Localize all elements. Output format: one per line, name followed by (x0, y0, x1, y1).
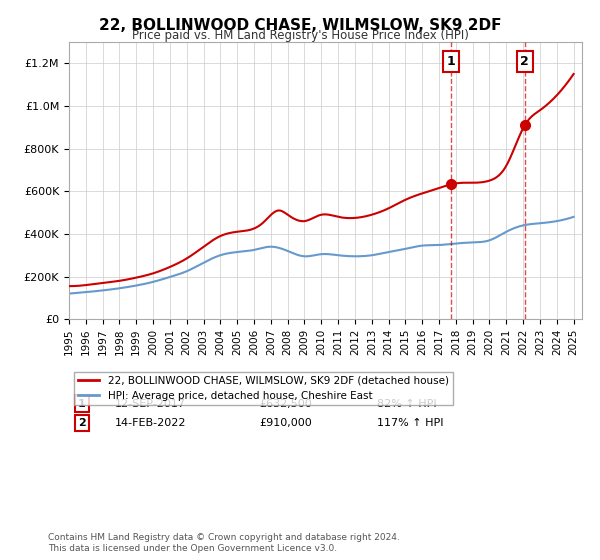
Legend: 22, BOLLINWOOD CHASE, WILMSLOW, SK9 2DF (detached house), HPI: Average price, de: 22, BOLLINWOOD CHASE, WILMSLOW, SK9 2DF … (74, 371, 453, 405)
Text: 117% ↑ HPI: 117% ↑ HPI (377, 418, 443, 428)
Text: 82% ↑ HPI: 82% ↑ HPI (377, 399, 436, 409)
Text: Price paid vs. HM Land Registry's House Price Index (HPI): Price paid vs. HM Land Registry's House … (131, 29, 469, 42)
Text: 1: 1 (78, 399, 86, 409)
Text: 12-SEP-2017: 12-SEP-2017 (115, 399, 186, 409)
Text: 14-FEB-2022: 14-FEB-2022 (115, 418, 187, 428)
Text: 2: 2 (520, 55, 529, 68)
Text: £632,500: £632,500 (259, 399, 311, 409)
Text: Contains HM Land Registry data © Crown copyright and database right 2024.
This d: Contains HM Land Registry data © Crown c… (48, 533, 400, 553)
Text: £910,000: £910,000 (259, 418, 311, 428)
Text: 1: 1 (446, 55, 455, 68)
Text: 22, BOLLINWOOD CHASE, WILMSLOW, SK9 2DF: 22, BOLLINWOOD CHASE, WILMSLOW, SK9 2DF (99, 18, 501, 34)
Text: 2: 2 (78, 418, 86, 428)
